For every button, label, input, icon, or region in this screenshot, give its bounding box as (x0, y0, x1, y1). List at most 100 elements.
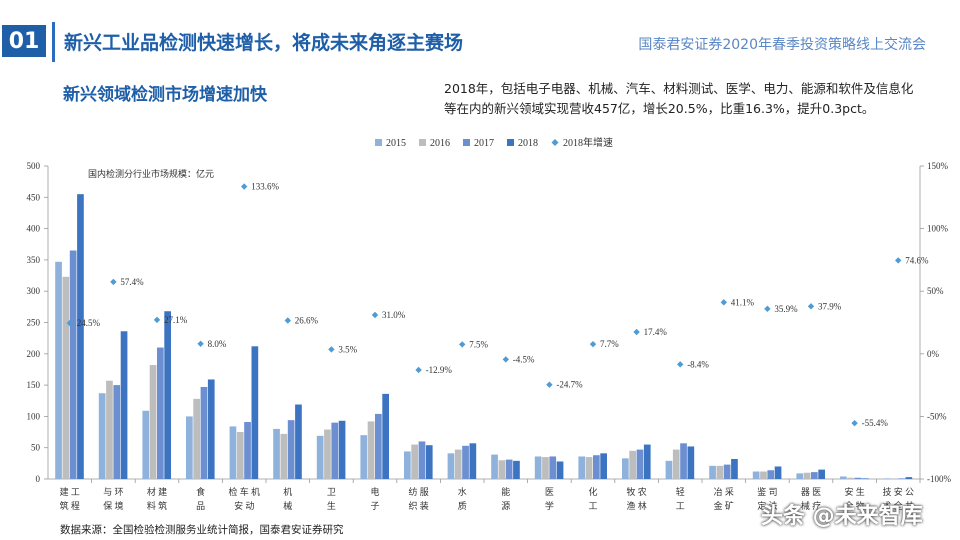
x-tick-label: 水 (458, 486, 467, 497)
growth-point (720, 299, 727, 306)
growth-point (895, 257, 902, 264)
y2-tick-label: 150% (927, 161, 949, 171)
growth-label: 37.9% (818, 301, 842, 311)
bar-2018 (687, 446, 695, 479)
bar-2017 (418, 441, 426, 479)
x-tick-label: 技 安 公 (882, 486, 914, 497)
x-tick-label: 机 (283, 486, 292, 497)
bar-2016 (672, 449, 680, 479)
bar-2017 (244, 422, 251, 479)
bar-2017 (723, 464, 731, 479)
x-tick-label: 术 全 共 (882, 500, 914, 511)
x-tick-label: 定 法 (757, 500, 777, 511)
x-tick-label: 料 筑 (147, 500, 167, 511)
x-tick-label: 学 (545, 500, 554, 511)
bar-2017 (811, 472, 818, 479)
y-tick-label: 350 (27, 255, 41, 265)
growth-point (328, 346, 335, 353)
bar-2015 (752, 471, 760, 479)
bar-2015 (578, 456, 586, 479)
growth-point (459, 341, 466, 348)
legend-swatch-2016 (419, 139, 426, 146)
x-tick-label: 电 (370, 486, 379, 497)
section-subtitle: 新兴领域检测市场增速加快 (63, 85, 267, 105)
bar-2015 (665, 460, 673, 479)
bar-2017 (593, 455, 600, 479)
y-tick-label: 400 (27, 224, 41, 234)
data-source: 数据来源：全国检验检测服务业统计简报，国泰君安证券研究 (60, 524, 344, 536)
growth-point (764, 305, 771, 313)
bar-2015 (447, 453, 455, 479)
legend-label: 2016 (430, 138, 450, 149)
bar-2016 (542, 457, 549, 479)
x-tick-label: 食 (196, 486, 205, 497)
bar-2015 (491, 454, 498, 479)
x-tick-label: 全 物 (844, 500, 864, 511)
growth-point (415, 366, 422, 374)
y-tick-label: 50 (31, 443, 41, 453)
watermark: 头条 @未来智库 (761, 504, 923, 529)
bar-2018 (295, 404, 302, 479)
brand-text: 国泰君安证券2020年春季投资策略线上交流会 (638, 37, 926, 53)
bar-2018 (731, 458, 738, 479)
growth-label: 35.9% (774, 304, 798, 314)
x-tick-label: 工 (676, 501, 685, 511)
legend-label: 2017 (474, 138, 494, 149)
bar-2016 (106, 380, 113, 479)
x-tick-label: 检 车 机 (228, 486, 260, 497)
bar-2018 (774, 466, 782, 479)
bar-2018 (513, 460, 520, 479)
bar-2016 (236, 432, 244, 479)
growth-label: 41.1% (731, 297, 755, 307)
growth-label: 7.7% (600, 339, 619, 349)
bar-2018 (207, 379, 215, 479)
x-tick-label: 子 (370, 501, 379, 511)
growth-label: 57.4% (120, 277, 144, 287)
y2-tick-label: 0% (927, 349, 940, 359)
bar-2016 (716, 465, 724, 479)
bar-2016 (890, 478, 898, 479)
growth-point (502, 356, 509, 363)
growth-label: 31.0% (382, 310, 406, 320)
bar-2015 (186, 416, 193, 479)
title-divider (52, 22, 55, 62)
x-tick-label: 牧 农 (626, 486, 646, 497)
x-tick-label: 鉴 司 (757, 486, 777, 497)
bar-2016 (803, 472, 811, 479)
y-tick-label: 150 (27, 380, 41, 390)
bar-2016 (629, 450, 636, 479)
x-tick-label: 质 (458, 500, 467, 511)
industry-bar-chart: 0 50 100 150 200 250 300 350 400 450 500 -100% -50% 0… (27, 136, 952, 511)
bar-2018 (251, 346, 259, 479)
y-tick-label: 200 (27, 349, 41, 359)
bar-2016 (193, 398, 200, 479)
bar-2016 (498, 460, 506, 479)
growth-label: -4.5% (513, 354, 535, 364)
bar-2016 (149, 365, 157, 479)
growth-label: 133.6% (251, 182, 279, 192)
bar-2015 (142, 410, 150, 479)
bar-2016 (367, 421, 375, 479)
bar-2018 (643, 444, 651, 479)
y-tick-label: 100 (27, 411, 41, 421)
growth-label: -55.4% (862, 418, 889, 428)
y2-tick-label: -50% (927, 411, 947, 421)
y-tick-label: 250 (27, 318, 41, 328)
bar-2018 (556, 461, 564, 479)
bar-2015 (796, 473, 804, 479)
growth-point (546, 381, 553, 388)
x-tick-label: 渔 林 (626, 500, 646, 511)
bar-2017 (157, 347, 164, 479)
y2-tick-label: 50% (927, 286, 944, 296)
growth-label: -24.7% (556, 380, 583, 390)
x-tick-label: 材 建 (147, 486, 167, 497)
growth-point (807, 303, 815, 310)
x-tick-label: 品 (196, 501, 205, 511)
growth-point (589, 340, 597, 348)
bar-2018 (905, 477, 913, 479)
bar-2016 (411, 444, 418, 479)
bar-2015 (229, 426, 237, 479)
legend-swatch-growth (551, 139, 559, 146)
bar-2018 (425, 445, 433, 479)
bar-2018 (120, 331, 128, 479)
